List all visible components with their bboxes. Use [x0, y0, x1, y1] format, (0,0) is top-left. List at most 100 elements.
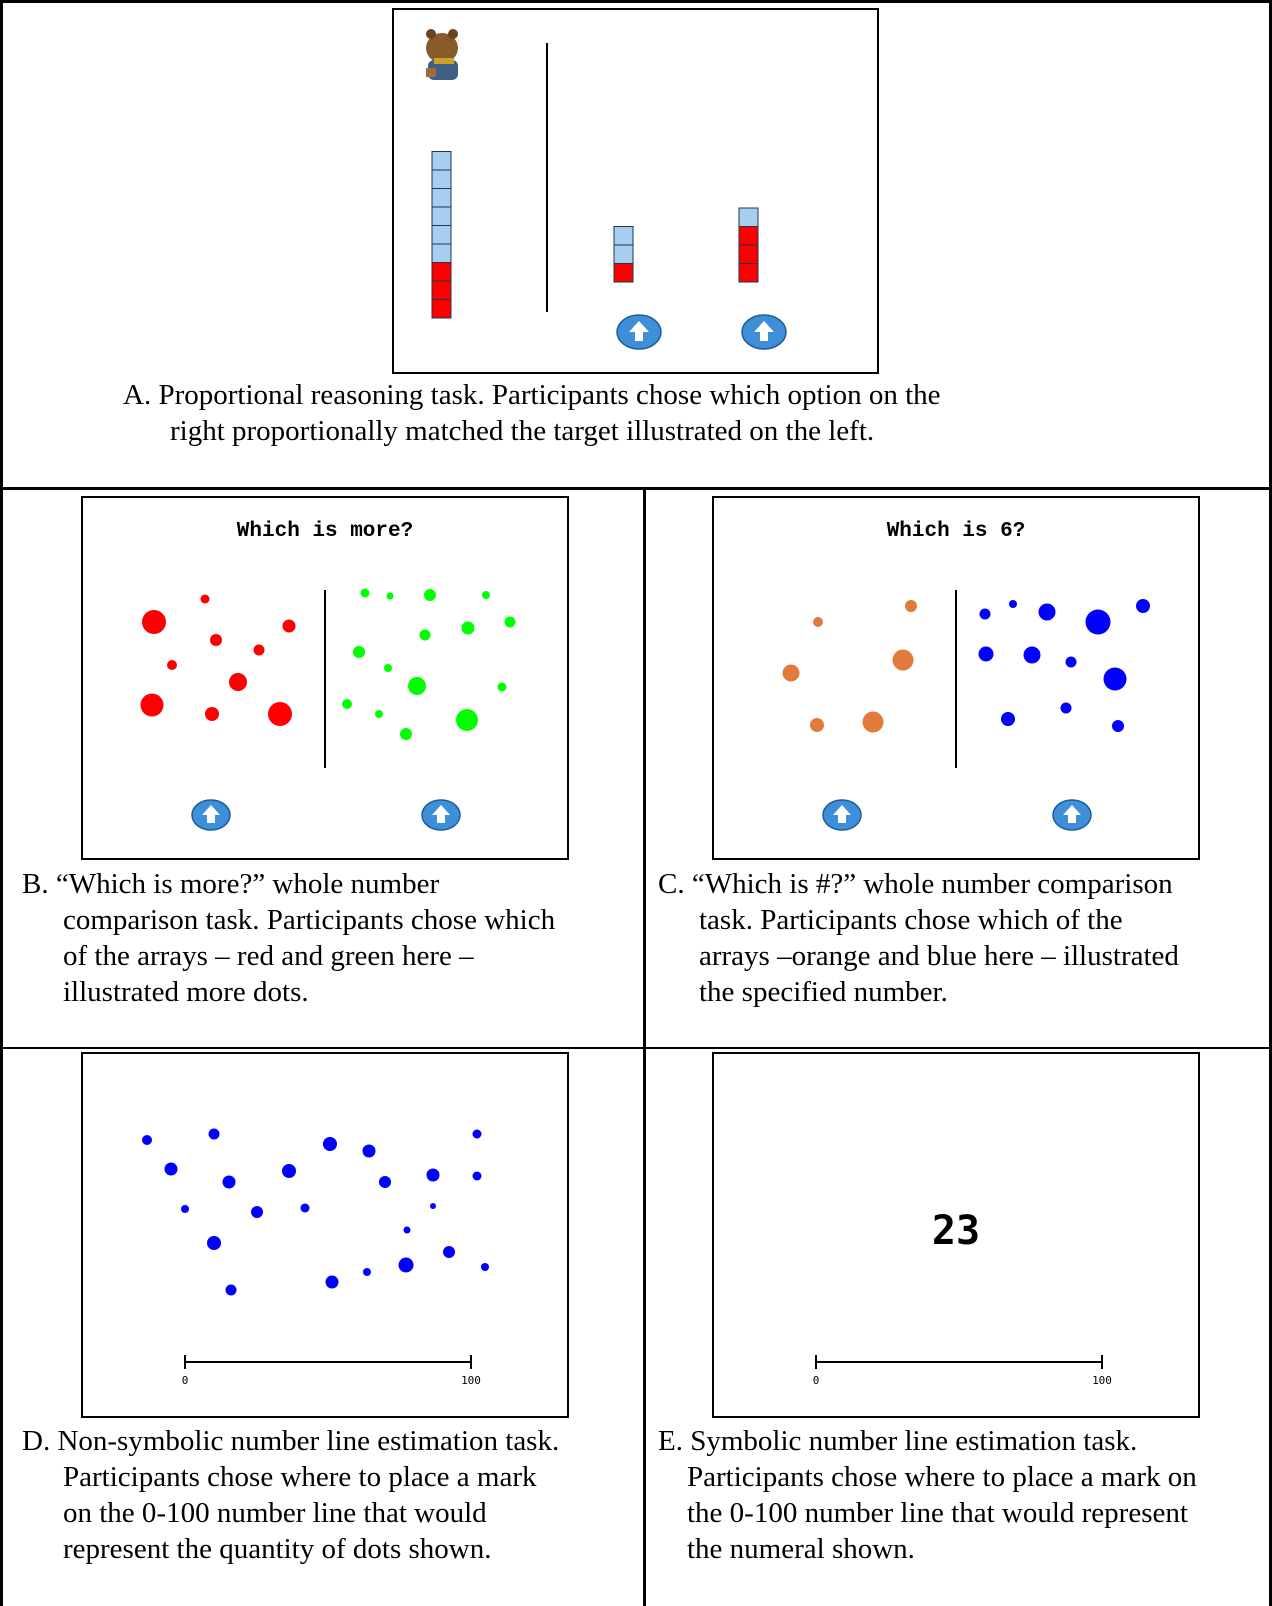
blue-dot	[1009, 600, 1017, 608]
panel-c-title: Which is 6?	[886, 520, 1026, 543]
panel-d-screen: 0 100	[81, 1052, 569, 1418]
caption-c-line-2: task. Participants chose which of the	[699, 904, 1123, 936]
blue-dot	[978, 646, 994, 662]
option-right-select-button[interactable]	[741, 314, 787, 350]
bar-unit-blue	[431, 225, 452, 245]
orange-dot	[862, 711, 884, 733]
panel-e-graphic: 0 100	[813, 1355, 1112, 1387]
green-dot	[408, 677, 426, 695]
frame-divider-a	[0, 487, 1272, 490]
blue-dot	[443, 1246, 455, 1258]
panel-a-screen	[392, 8, 879, 374]
green-dot	[461, 621, 475, 635]
bear-icon	[426, 29, 458, 80]
red-dot	[210, 634, 222, 646]
frame-divider-vertical	[643, 489, 646, 1606]
left-array-select-button[interactable]	[822, 799, 862, 831]
blue-dot	[1103, 667, 1127, 691]
option-left-bar	[613, 226, 634, 283]
blue-dot	[1060, 702, 1072, 714]
panel-a-graphic	[426, 29, 787, 350]
number-line-max-label: 100	[1092, 1374, 1112, 1387]
green-dot	[360, 588, 370, 598]
blue-dot	[181, 1205, 189, 1213]
bar-unit-red	[431, 299, 452, 319]
blue-dot	[208, 1128, 220, 1140]
frame-top	[0, 0, 1272, 3]
blue-dot	[222, 1175, 236, 1189]
red-dot	[229, 673, 247, 691]
panel-d-graphic: 0 100	[142, 1128, 489, 1387]
blue-dot	[282, 1164, 296, 1178]
option-right-bar	[738, 207, 759, 283]
red-dot	[200, 594, 210, 604]
caption-b-line-2: comparison task. Participants chose whic…	[63, 904, 556, 936]
bar-unit-red	[613, 263, 634, 283]
red-dot	[142, 610, 166, 634]
orange-dot	[782, 664, 800, 682]
number-line-max-label: 100	[461, 1374, 481, 1387]
bar-unit-red	[738, 226, 759, 246]
bar-unit-blue	[738, 207, 759, 227]
frame-left	[0, 0, 3, 1606]
blue-dot	[325, 1275, 339, 1289]
left-array-select-button[interactable]	[191, 799, 231, 831]
caption-a-line-1: A. Proportional reasoning task. Particip…	[123, 379, 941, 411]
green-dot	[342, 699, 352, 709]
caption-b: B. “Which is more?” whole number compari…	[22, 866, 555, 1010]
right-array-select-button[interactable]	[421, 799, 461, 831]
red-dot	[167, 660, 177, 670]
blue-dot	[164, 1162, 178, 1176]
caption-c-line-4: the specified number.	[699, 976, 948, 1008]
caption-d-line-4: represent the quantity of dots shown.	[63, 1533, 492, 1565]
green-dot	[456, 709, 478, 731]
bar-unit-red	[738, 244, 759, 264]
number-line[interactable]	[184, 1355, 472, 1369]
blue-dot	[1065, 656, 1077, 668]
bar-unit-red	[431, 280, 452, 300]
caption-e-line-1: E. Symbolic number line estimation task.	[658, 1425, 1138, 1457]
green-dot	[400, 728, 412, 740]
option-left-select-button[interactable]	[616, 314, 662, 350]
blue-dot	[1085, 609, 1111, 635]
blue-dot	[207, 1236, 221, 1250]
blue-dot	[225, 1284, 237, 1296]
orange-dot	[905, 600, 917, 612]
green-dot	[375, 710, 383, 718]
number-line-min-label: 0	[182, 1374, 189, 1387]
bar-unit-blue	[431, 243, 452, 263]
blue-dot	[300, 1203, 310, 1213]
red-dot	[282, 619, 296, 633]
bar-unit-red	[431, 262, 452, 282]
caption-b-line-1: B. “Which is more?” whole number	[22, 868, 440, 900]
red-dot	[253, 644, 265, 656]
caption-b-line-3: of the arrays – red and green here –	[63, 940, 474, 972]
red-dot	[268, 702, 292, 726]
blue-dot	[142, 1135, 152, 1145]
bar-unit-blue	[431, 188, 452, 208]
caption-e: E. Symbolic number line estimation task.…	[658, 1423, 1197, 1567]
number-line[interactable]	[815, 1355, 1103, 1369]
green-dot	[482, 591, 490, 599]
red-dot	[205, 707, 219, 721]
caption-e-line-3: the 0-100 number line that would represe…	[687, 1497, 1188, 1529]
orange-dot	[892, 649, 914, 671]
blue-dot	[1038, 603, 1056, 621]
caption-b-line-4: illustrated more dots.	[63, 976, 309, 1008]
blue-dot	[1112, 720, 1124, 732]
caption-d: D. Non-symbolic number line estimation t…	[22, 1423, 559, 1567]
blue-dot	[251, 1206, 263, 1218]
blue-dot	[398, 1257, 414, 1273]
panel-b-graphic	[140, 588, 516, 831]
caption-d-line-1: D. Non-symbolic number line estimation t…	[22, 1425, 560, 1457]
right-array-select-button[interactable]	[1052, 799, 1092, 831]
caption-d-line-3: on the 0-100 number line that would	[63, 1497, 487, 1529]
bar-unit-red	[738, 263, 759, 283]
caption-c-line-3: arrays –orange and blue here – illustrat…	[699, 940, 1179, 972]
target-bar	[431, 151, 452, 319]
caption-c-line-1: C. “Which is #?” whole number comparison	[658, 868, 1173, 900]
blue-dot	[1001, 712, 1015, 726]
green-dot	[353, 646, 365, 658]
blue-dot	[426, 1168, 440, 1182]
blue-dot	[323, 1137, 337, 1151]
